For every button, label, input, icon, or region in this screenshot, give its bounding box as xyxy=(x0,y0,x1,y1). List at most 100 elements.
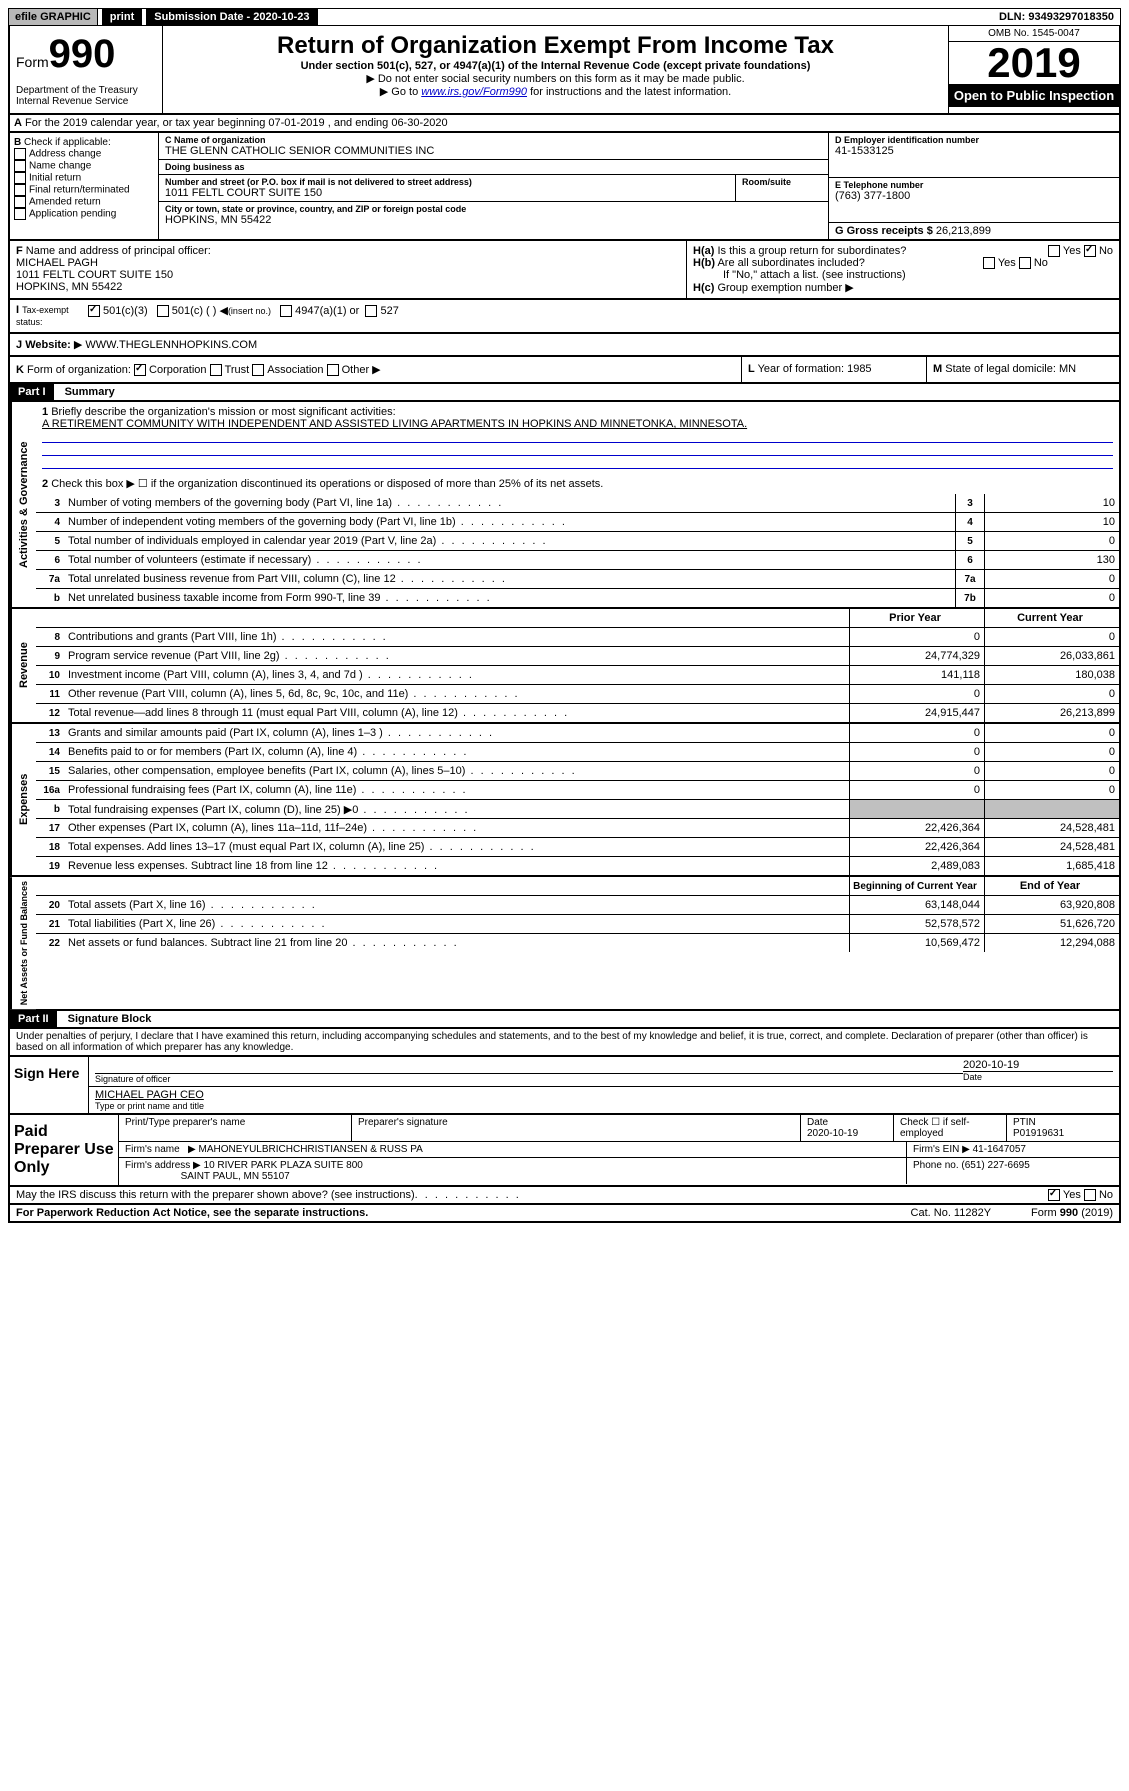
form-subtitle: Under section 501(c), 527, or 4947(a)(1)… xyxy=(169,60,942,72)
netassets-line: 21Total liabilities (Part X, line 26)52,… xyxy=(36,915,1119,934)
print-button[interactable]: print xyxy=(102,9,142,25)
mission-text: A RETIREMENT COMMUNITY WITH INDEPENDENT … xyxy=(42,418,747,430)
discuss-no-checkbox[interactable] xyxy=(1084,1189,1096,1201)
firm-addr1: 10 RIVER PARK PLAZA SUITE 800 xyxy=(204,1160,363,1171)
part2-header-row: Part II Signature Block xyxy=(8,1011,1121,1029)
revenue-line: 10Investment income (Part VIII, column (… xyxy=(36,666,1119,685)
discuss-yes-checkbox[interactable] xyxy=(1048,1189,1060,1201)
domicile-value: MN xyxy=(1059,363,1076,375)
ein-label: D Employer identification number xyxy=(835,135,1113,145)
note2-suffix: for instructions and the latest informat… xyxy=(527,86,731,98)
address-label: Number and street (or P.O. box if mail i… xyxy=(165,177,717,187)
501c3-checkbox[interactable] xyxy=(88,305,100,317)
governance-section: Activities & Governance 1 Briefly descri… xyxy=(8,402,1121,609)
address-change-checkbox[interactable] xyxy=(14,148,26,160)
note1-text: Do not enter social security numbers on … xyxy=(378,73,745,85)
sig-officer-label: Signature of officer xyxy=(95,1073,963,1084)
expense-line: 18Total expenses. Add lines 13–17 (must … xyxy=(36,838,1119,857)
governance-vlabel: Activities & Governance xyxy=(10,402,36,607)
summary-line: 4Number of independent voting members of… xyxy=(36,513,1119,532)
org-name-label: Name of organization xyxy=(174,135,266,145)
footer-right: Form 990 (2019) xyxy=(1031,1207,1113,1219)
revenue-line: 12Total revenue—add lines 8 through 11 (… xyxy=(36,704,1119,722)
summary-line: 5Total number of individuals employed in… xyxy=(36,532,1119,551)
group-return-label: Is this a group return for subordinates? xyxy=(717,245,906,257)
netassets-line: 20Total assets (Part X, line 16)63,148,0… xyxy=(36,896,1119,915)
end-year-header: End of Year xyxy=(984,877,1119,895)
501c-label: 501(c) ( ) xyxy=(172,305,217,317)
officer-label: Name and address of principal officer: xyxy=(26,245,211,257)
room-label: Room/suite xyxy=(742,177,822,187)
top-bar: efile GRAPHIC print Submission Date - 20… xyxy=(8,8,1121,26)
sig-date-label: Date xyxy=(963,1071,1113,1082)
part2-badge: Part II xyxy=(10,1011,57,1027)
prep-phone: (651) 227-6695 xyxy=(961,1160,1029,1171)
name-change-checkbox[interactable] xyxy=(14,160,26,172)
final-return-checkbox[interactable] xyxy=(14,184,26,196)
hb-no-checkbox[interactable] xyxy=(1019,257,1031,269)
revenue-line: 11Other revenue (Part VIII, column (A), … xyxy=(36,685,1119,704)
527-checkbox[interactable] xyxy=(365,305,377,317)
form-header: Form990 Department of the Treasury Inter… xyxy=(8,26,1121,115)
association-checkbox[interactable] xyxy=(252,364,264,376)
hb-yes-checkbox[interactable] xyxy=(983,257,995,269)
expense-line: 16aProfessional fundraising fees (Part I… xyxy=(36,781,1119,800)
subordinates-label: Are all subordinates included? xyxy=(717,257,864,269)
expense-line: 15Salaries, other compensation, employee… xyxy=(36,762,1119,781)
trust-checkbox[interactable] xyxy=(210,364,222,376)
firm-addr-label: Firm's address xyxy=(125,1160,190,1171)
group-exemption-label: Group exemption number xyxy=(717,282,842,294)
address-change-label: Address change xyxy=(29,149,101,160)
revenue-line: 9Program service revenue (Part VIII, lin… xyxy=(36,647,1119,666)
summary-line: 7aTotal unrelated business revenue from … xyxy=(36,570,1119,589)
form-note1: ▶ Do not enter social security numbers o… xyxy=(169,72,942,85)
527-label: 527 xyxy=(380,305,398,317)
expense-line: 19Revenue less expenses. Subtract line 1… xyxy=(36,857,1119,875)
revenue-section: Revenue Prior Year Current Year 8Contrib… xyxy=(8,609,1121,724)
ha-no-checkbox[interactable] xyxy=(1084,245,1096,257)
summary-line: 3Number of voting members of the governi… xyxy=(36,494,1119,513)
other-checkbox[interactable] xyxy=(327,364,339,376)
part1-header-row: Part I Summary xyxy=(8,384,1121,402)
beg-year-header: Beginning of Current Year xyxy=(849,877,984,895)
summary-line: bNet unrelated business taxable income f… xyxy=(36,589,1119,607)
summary-line: 6Total number of volunteers (estimate if… xyxy=(36,551,1119,570)
application-pending-checkbox[interactable] xyxy=(14,208,26,220)
website-value: WWW.THEGLENNHOPKINS.COM xyxy=(85,339,257,351)
ha-yes-checkbox[interactable] xyxy=(1048,245,1060,257)
initial-return-checkbox[interactable] xyxy=(14,172,26,184)
netassets-section: Net Assets or Fund Balances Beginning of… xyxy=(8,877,1121,1011)
tax-year-range: For the 2019 calendar year, or tax year … xyxy=(25,117,448,129)
corporation-checkbox[interactable] xyxy=(134,364,146,376)
note2-prefix: Go to xyxy=(391,86,421,98)
footer-left: For Paperwork Reduction Act Notice, see … xyxy=(16,1207,368,1219)
4947-checkbox[interactable] xyxy=(280,305,292,317)
officer-group-row: F Name and address of principal officer:… xyxy=(8,241,1121,300)
revenue-vlabel: Revenue xyxy=(10,609,36,722)
officer-addr2: HOPKINS, MN 55422 xyxy=(16,281,680,293)
footer-cat: Cat. No. 11282Y xyxy=(911,1207,992,1219)
box-c: C Name of organization THE GLENN CATHOLI… xyxy=(159,133,829,239)
expenses-section: Expenses 13Grants and similar amounts pa… xyxy=(8,724,1121,877)
ptin-value: P01919631 xyxy=(1013,1128,1064,1139)
sig-date: 2020-10-19 xyxy=(963,1059,1113,1071)
address-value: 1011 FELTL COURT SUITE 150 xyxy=(165,187,717,199)
firm-name: MAHONEYULBRICHCHRISTIANSEN & RUSS PA xyxy=(199,1144,423,1155)
website-label: Website: xyxy=(25,339,71,351)
form-number-big: 990 xyxy=(49,32,116,76)
amended-return-checkbox[interactable] xyxy=(14,196,26,208)
org-form-label: Form of organization: xyxy=(27,364,131,376)
dba-label: Doing business as xyxy=(165,162,822,172)
insert-no-label: (insert no.) xyxy=(228,306,271,316)
tax-year: 2019 xyxy=(949,42,1119,84)
expense-line: 17Other expenses (Part IX, column (A), l… xyxy=(36,819,1119,838)
name-change-label: Name change xyxy=(29,161,91,172)
submission-date-button[interactable]: Submission Date - 2020-10-23 xyxy=(146,9,317,25)
instructions-link[interactable]: www.irs.gov/Form990 xyxy=(421,86,527,98)
identity-grid: B Check if applicable: Address change Na… xyxy=(8,133,1121,241)
discuss-yes-label: Yes xyxy=(1063,1189,1081,1201)
firm-ein-label: Firm's EIN xyxy=(913,1144,959,1155)
domicile-label: State of legal domicile: xyxy=(945,363,1056,375)
501c-checkbox[interactable] xyxy=(157,305,169,317)
year-formation-value: 1985 xyxy=(847,363,871,375)
